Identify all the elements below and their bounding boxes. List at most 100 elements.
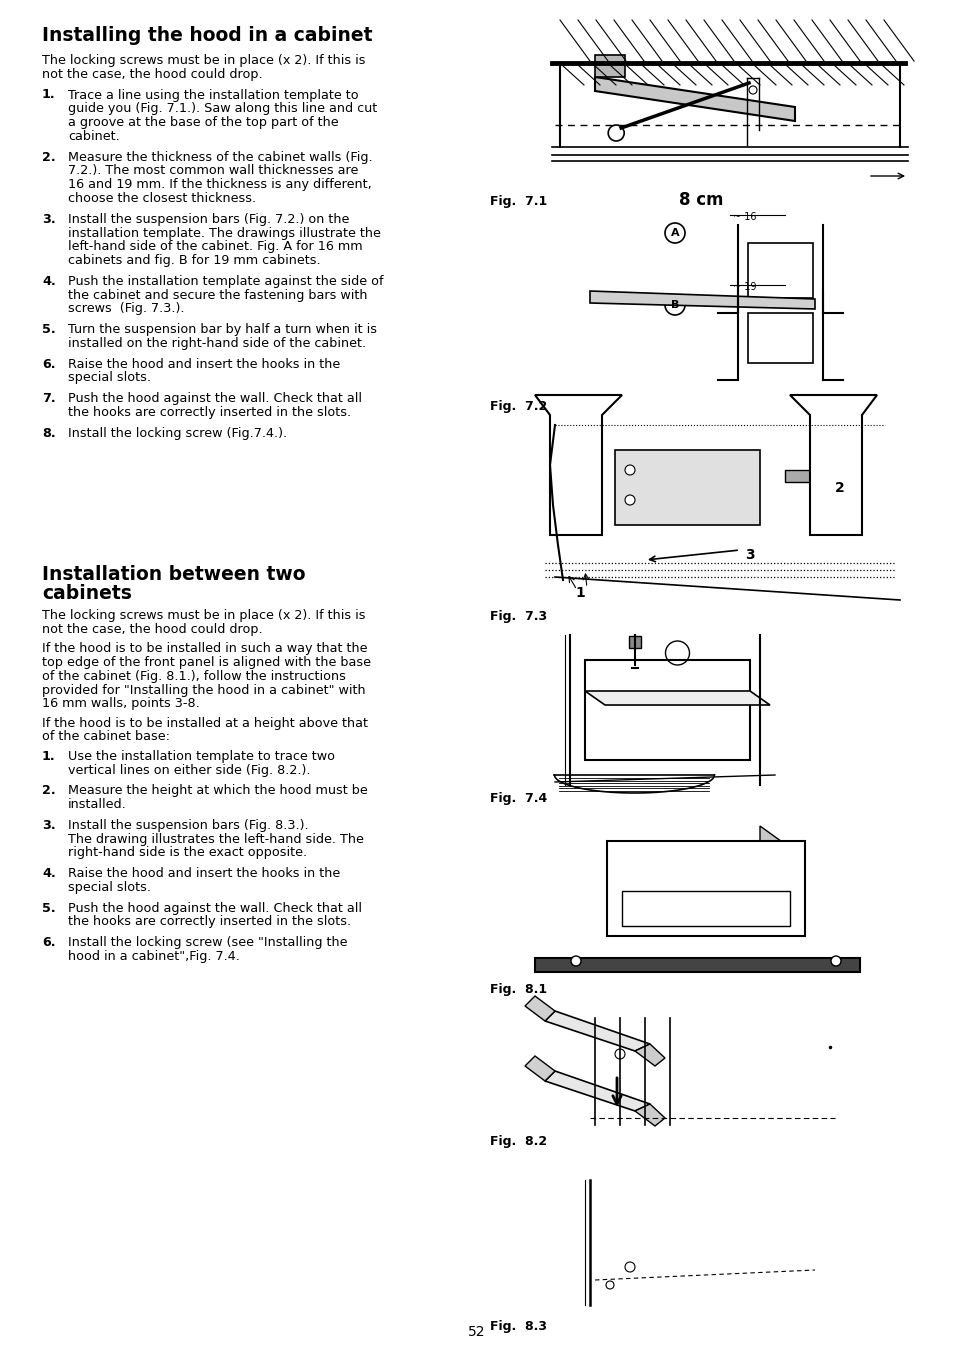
Text: Push the installation template against the side of: Push the installation template against t… (68, 274, 383, 288)
Text: Turn the suspension bar by half a turn when it is: Turn the suspension bar by half a turn w… (68, 323, 376, 336)
Circle shape (571, 957, 580, 966)
Text: 4.: 4. (42, 274, 55, 288)
Text: Fig.  8.3: Fig. 8.3 (490, 1320, 546, 1333)
Text: Raise the hood and insert the hooks in the: Raise the hood and insert the hooks in t… (68, 358, 340, 370)
Text: Install the locking screw (Fig.7.4.).: Install the locking screw (Fig.7.4.). (68, 427, 287, 439)
Polygon shape (524, 1056, 555, 1081)
Polygon shape (589, 290, 814, 309)
Text: 2.: 2. (42, 150, 55, 163)
Text: 16 and 19 mm. If the thickness is any different,: 16 and 19 mm. If the thickness is any di… (68, 178, 372, 192)
Text: screws  (Fig. 7.3.).: screws (Fig. 7.3.). (68, 303, 184, 315)
Circle shape (830, 957, 841, 966)
Text: left-hand side of the cabinet. Fig. A for 16 mm: left-hand side of the cabinet. Fig. A fo… (68, 240, 362, 253)
Text: 52: 52 (468, 1325, 485, 1339)
Polygon shape (524, 996, 555, 1021)
Text: 2: 2 (834, 481, 843, 494)
Bar (615, 450, 760, 526)
Text: 6.: 6. (42, 358, 55, 370)
Text: the cabinet and secure the fastening bars with: the cabinet and secure the fastening bar… (68, 289, 367, 301)
Text: vertical lines on either side (Fig. 8.2.).: vertical lines on either side (Fig. 8.2.… (68, 763, 310, 777)
Text: provided for "Installing the hood in a cabinet" with: provided for "Installing the hood in a c… (42, 684, 365, 697)
Polygon shape (635, 1044, 664, 1066)
Bar (584, 661, 749, 761)
Text: Raise the hood and insert the hooks in the: Raise the hood and insert the hooks in t… (68, 867, 340, 880)
Text: cabinets: cabinets (42, 584, 132, 603)
Text: 1.: 1. (42, 750, 55, 763)
Text: The locking screws must be in place (x 2). If this is: The locking screws must be in place (x 2… (42, 54, 365, 68)
Text: Install the locking screw (see "Installing the: Install the locking screw (see "Installi… (68, 936, 347, 948)
Text: ~ 19: ~ 19 (732, 282, 756, 292)
Text: not the case, the hood could drop.: not the case, the hood could drop. (42, 623, 262, 636)
Text: The drawing illustrates the left-hand side. The: The drawing illustrates the left-hand si… (68, 832, 363, 846)
Text: of the cabinet (Fig. 8.1.), follow the instructions: of the cabinet (Fig. 8.1.), follow the i… (42, 670, 346, 682)
Polygon shape (595, 77, 794, 122)
Text: 7.2.). The most common wall thicknesses are: 7.2.). The most common wall thicknesses … (68, 165, 358, 177)
Text: special slots.: special slots. (68, 372, 151, 385)
Text: right-hand side is the exact opposite.: right-hand side is the exact opposite. (68, 846, 307, 859)
Text: A: A (670, 228, 679, 238)
Text: Fig.  8.1: Fig. 8.1 (490, 984, 547, 996)
Bar (784, 470, 829, 482)
Text: 7.: 7. (42, 392, 55, 405)
Text: Installation between two: Installation between two (42, 565, 305, 584)
Circle shape (605, 1281, 614, 1289)
Text: 16 mm walls, points 3-8.: 16 mm walls, points 3-8. (42, 697, 199, 711)
Text: of the cabinet base:: of the cabinet base: (42, 731, 170, 743)
Text: Fig.  8.2: Fig. 8.2 (490, 1135, 547, 1148)
Text: installation template. The drawings illustrate the: installation template. The drawings illu… (68, 227, 380, 239)
Text: cabinet.: cabinet. (68, 130, 120, 143)
Text: 5.: 5. (42, 323, 55, 336)
Text: not the case, the hood could drop.: not the case, the hood could drop. (42, 68, 262, 81)
Text: Fig.  7.4: Fig. 7.4 (490, 792, 547, 805)
Text: 1: 1 (575, 586, 584, 600)
Bar (535, 958, 859, 971)
Text: Measure the height at which the hood must be: Measure the height at which the hood mus… (68, 785, 367, 797)
Text: a groove at the base of the top part of the: a groove at the base of the top part of … (68, 116, 338, 130)
Text: 3.: 3. (42, 212, 55, 226)
Text: hood in a cabinet",Fig. 7.4.: hood in a cabinet",Fig. 7.4. (68, 950, 239, 963)
Text: Fig.  7.2: Fig. 7.2 (490, 400, 547, 413)
Text: Install the suspension bars (Fig. 7.2.) on the: Install the suspension bars (Fig. 7.2.) … (68, 212, 349, 226)
Text: 5.: 5. (42, 901, 55, 915)
Text: Trace a line using the installation template to: Trace a line using the installation temp… (68, 89, 358, 101)
Text: 8.: 8. (42, 427, 55, 439)
Text: Installing the hood in a cabinet: Installing the hood in a cabinet (42, 26, 372, 45)
Polygon shape (760, 825, 784, 919)
Text: cabinets and fig. B for 19 mm cabinets.: cabinets and fig. B for 19 mm cabinets. (68, 254, 320, 267)
Text: Measure the thickness of the cabinet walls (Fig.: Measure the thickness of the cabinet wal… (68, 150, 373, 163)
Bar (628, 636, 640, 648)
Polygon shape (544, 1011, 649, 1051)
Text: If the hood is to be installed at a height above that: If the hood is to be installed at a heig… (42, 716, 368, 730)
Polygon shape (535, 394, 621, 535)
Text: 2.: 2. (42, 785, 55, 797)
Text: Use the installation template to trace two: Use the installation template to trace t… (68, 750, 335, 763)
Bar (747, 313, 812, 363)
Text: 6.: 6. (42, 936, 55, 948)
Bar (621, 892, 789, 925)
Text: Install the suspension bars (Fig. 8.3.).: Install the suspension bars (Fig. 8.3.). (68, 819, 309, 832)
Text: 4.: 4. (42, 867, 55, 880)
Text: ~ 16: ~ 16 (732, 212, 756, 222)
Circle shape (624, 494, 635, 505)
Text: the hooks are correctly inserted in the slots.: the hooks are correctly inserted in the … (68, 405, 351, 419)
Text: 3.: 3. (42, 819, 55, 832)
Bar (747, 243, 812, 299)
Text: 3: 3 (744, 549, 754, 562)
Text: special slots.: special slots. (68, 881, 151, 894)
Text: The locking screws must be in place (x 2). If this is: The locking screws must be in place (x 2… (42, 609, 365, 621)
Circle shape (624, 1262, 635, 1273)
Text: Fig.  7.3: Fig. 7.3 (490, 611, 547, 623)
Polygon shape (584, 690, 769, 705)
Polygon shape (789, 394, 876, 535)
Text: the hooks are correctly inserted in the slots.: the hooks are correctly inserted in the … (68, 916, 351, 928)
Text: 1.: 1. (42, 89, 55, 101)
Bar (606, 842, 804, 936)
Text: guide you (Fig. 7.1.). Saw along this line and cut: guide you (Fig. 7.1.). Saw along this li… (68, 103, 376, 115)
Text: 8 cm: 8 cm (679, 190, 722, 209)
Text: Fig.  7.1: Fig. 7.1 (490, 195, 547, 208)
Circle shape (615, 1048, 624, 1059)
Text: If the hood is to be installed in such a way that the: If the hood is to be installed in such a… (42, 642, 367, 655)
Text: choose the closest thickness.: choose the closest thickness. (68, 192, 255, 205)
Polygon shape (595, 55, 624, 77)
Text: installed on the right-hand side of the cabinet.: installed on the right-hand side of the … (68, 336, 366, 350)
